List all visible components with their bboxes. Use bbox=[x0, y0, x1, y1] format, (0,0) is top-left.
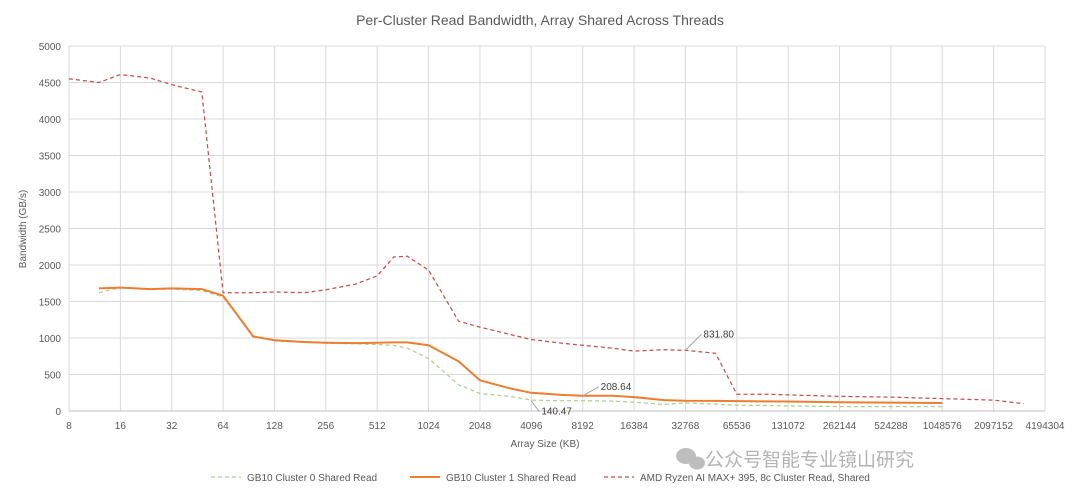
data-label: 831.80 bbox=[703, 329, 734, 340]
y-tick-label: 4500 bbox=[39, 79, 62, 90]
x-tick-label: 16 bbox=[115, 421, 127, 432]
gridlines bbox=[68, 45, 1046, 412]
data-label: 208.64 bbox=[601, 382, 632, 393]
data-label: 140.47 bbox=[541, 407, 572, 418]
series-line-1 bbox=[98, 286, 943, 404]
x-tick-label: 64 bbox=[218, 421, 230, 432]
x-axis-ticks: 8 16 32 64 128 256 512 1024 2048 4096 8192 16384 327… bbox=[66, 421, 1065, 432]
x-tick-label: 8192 bbox=[572, 421, 595, 432]
x-tick-label: 131072 bbox=[771, 421, 805, 432]
x-tick-label: 16384 bbox=[620, 421, 648, 432]
legend-label-0: GB10 Cluster 0 Shared Read bbox=[247, 473, 377, 484]
x-tick-label: 2097152 bbox=[974, 421, 1013, 432]
chart-title: Per-Cluster Read Bandwidth, Array Shared… bbox=[356, 12, 724, 28]
x-tick-label: 524288 bbox=[874, 421, 908, 432]
data-labels: 831.80 208.64 140.47 bbox=[530, 329, 734, 418]
x-axis-label: Array Size (KB) bbox=[511, 439, 580, 450]
data-label-leader bbox=[685, 333, 702, 351]
x-tick-label: 32 bbox=[166, 421, 178, 432]
y-tick-label: 1000 bbox=[39, 334, 62, 345]
x-tick-label: 128 bbox=[266, 421, 283, 432]
x-tick-label: 65536 bbox=[723, 421, 751, 432]
data-label-leader bbox=[530, 400, 540, 413]
legend: GB10 Cluster 0 Shared Read GB10 Cluster 1… bbox=[211, 473, 870, 484]
legend-label-1: GB10 Cluster 1 Shared Read bbox=[446, 473, 576, 484]
y-tick-label: 500 bbox=[44, 371, 61, 382]
watermark: 公众号智能专业镜山研究 bbox=[705, 449, 914, 471]
x-tick-label: 2048 bbox=[469, 421, 492, 432]
x-tick-label: 512 bbox=[369, 421, 386, 432]
x-tick-label: 1024 bbox=[417, 421, 440, 432]
x-tick-label: 1048576 bbox=[923, 421, 962, 432]
y-axis-label: Bandwidth (GB/s) bbox=[18, 190, 29, 268]
x-tick-label: 262144 bbox=[823, 421, 857, 432]
y-tick-label: 4000 bbox=[39, 115, 62, 126]
y-tick-label: 2000 bbox=[39, 261, 62, 272]
y-tick-label: 2500 bbox=[39, 225, 62, 236]
y-tick-label: 3000 bbox=[39, 188, 62, 199]
series-line-2 bbox=[68, 73, 1024, 405]
x-tick-label: 8 bbox=[66, 421, 72, 432]
y-tick-label: 0 bbox=[55, 407, 61, 418]
x-tick-label: 256 bbox=[317, 421, 334, 432]
y-tick-label: 1500 bbox=[39, 298, 62, 309]
wechat-icon bbox=[676, 448, 705, 470]
legend-label-2: AMD Ryzen AI MAX+ 395, 8c Cluster Read, … bbox=[640, 473, 870, 484]
data-label-leader bbox=[582, 386, 599, 397]
y-axis-ticks: 0 500 1000 1500 2000 2500 3000 3500 4000 4500 5000 bbox=[39, 42, 62, 418]
x-tick-label: 4096 bbox=[520, 421, 543, 432]
series-lines bbox=[68, 73, 1024, 408]
y-tick-label: 5000 bbox=[39, 42, 62, 53]
x-tick-label: 32768 bbox=[672, 421, 700, 432]
y-tick-label: 3500 bbox=[39, 152, 62, 163]
x-tick-label: 4194304 bbox=[1026, 421, 1065, 432]
